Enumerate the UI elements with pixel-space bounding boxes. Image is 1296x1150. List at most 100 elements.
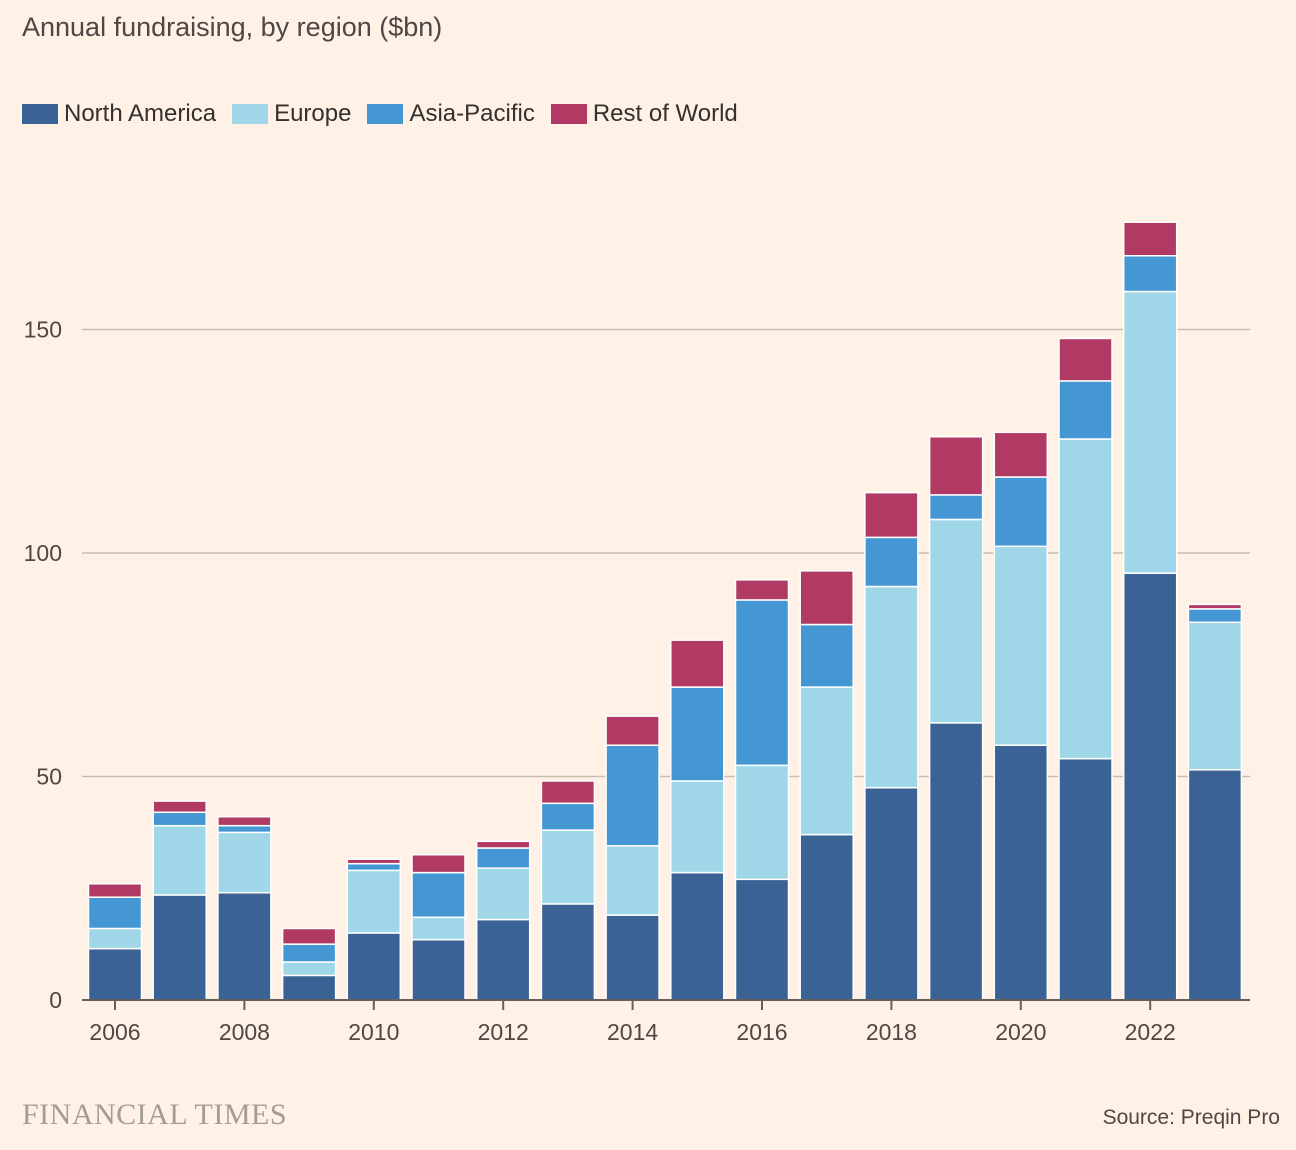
y-tick-label-0: 0 <box>49 987 62 1013</box>
bar-2012-rest-of-world <box>475 840 531 849</box>
legend-swatch-asia-pacific <box>367 104 404 124</box>
bar-2007-north-america <box>152 894 207 1001</box>
bar-2021-asia-pacific <box>1058 380 1113 440</box>
y-tick-label-150: 150 <box>24 317 62 343</box>
bar-2007-rest-of-world <box>152 800 207 814</box>
bar-2023-north-america <box>1187 769 1243 1001</box>
bar-2014-north-america <box>605 914 660 1001</box>
bar-2014-asia-pacific <box>605 744 660 847</box>
x-tick-label-2018: 2018 <box>866 1019 917 1045</box>
x-tick-label-2012: 2012 <box>478 1019 529 1045</box>
x-tick-label-2022: 2022 <box>1125 1019 1176 1045</box>
y-tick-label-100: 100 <box>24 540 62 566</box>
bar-2009-europe <box>281 961 337 977</box>
bar-2022-north-america <box>1122 572 1178 1001</box>
legend-item-europe: Europe <box>232 100 351 128</box>
bar-2023-rest-of-world <box>1187 603 1243 610</box>
bar-2007-europe <box>152 824 207 896</box>
legend-item-asia-pacific: Asia-Pacific <box>367 100 535 128</box>
bar-2010-rest-of-world <box>346 858 402 865</box>
bar-2018-rest-of-world <box>864 491 919 539</box>
chart-title: Annual fundraising, by region ($bn) <box>22 12 443 42</box>
bar-2013-north-america <box>540 903 596 1001</box>
bar-2012-asia-pacific <box>475 847 531 869</box>
bar-2015-europe <box>670 780 725 874</box>
y-tick-label-50: 50 <box>36 764 62 790</box>
bar-2013-asia-pacific <box>540 802 596 831</box>
x-tick-label-2020: 2020 <box>995 1019 1046 1045</box>
legend-swatch-rest-of-world <box>550 104 587 124</box>
bar-2021-north-america <box>1058 757 1113 1001</box>
bar-2014-europe <box>605 845 660 916</box>
bar-2017-north-america <box>799 833 854 1001</box>
bar-2012-north-america <box>475 918 531 1001</box>
bar-2016-europe <box>734 764 790 881</box>
bar-2021-europe <box>1058 438 1113 760</box>
bar-2020-europe <box>993 545 1049 746</box>
bar-2014-rest-of-world <box>605 715 660 746</box>
x-tick-label-2014: 2014 <box>607 1019 658 1045</box>
bar-2006-asia-pacific <box>87 896 143 930</box>
bar-2015-rest-of-world <box>670 639 725 688</box>
bar-2006-europe <box>87 927 143 950</box>
bar-2008-north-america <box>217 891 272 1001</box>
x-tick-label-2010: 2010 <box>348 1019 399 1045</box>
bar-2017-asia-pacific <box>799 623 854 688</box>
bar-2011-rest-of-world <box>411 853 466 874</box>
bar-2011-europe <box>411 916 466 941</box>
bar-2023-europe <box>1187 621 1243 771</box>
bar-2022-europe <box>1122 290 1178 574</box>
bar-2010-asia-pacific <box>346 862 402 872</box>
legend-label-north-america: North America <box>64 100 217 127</box>
bar-2018-asia-pacific <box>864 536 919 588</box>
legend-label-rest-of-world: Rest of World <box>592 100 738 127</box>
x-tick-label-2016: 2016 <box>736 1019 787 1045</box>
bar-2019-north-america <box>928 722 984 1001</box>
bar-2020-rest-of-world <box>993 431 1049 478</box>
bar-2016-asia-pacific <box>734 599 790 767</box>
bar-2010-europe <box>346 869 402 934</box>
bar-2011-north-america <box>411 938 466 1001</box>
bar-2016-north-america <box>734 878 790 1001</box>
bar-2007-asia-pacific <box>152 811 207 827</box>
bar-2015-asia-pacific <box>670 686 725 782</box>
legend-swatch-europe <box>232 104 269 124</box>
legend-label-europe: Europe <box>274 100 352 127</box>
x-tick-label-2006: 2006 <box>89 1019 140 1045</box>
bar-2006-rest-of-world <box>87 883 143 898</box>
bar-2021-rest-of-world <box>1058 337 1113 382</box>
x-tick-label-2008: 2008 <box>219 1019 270 1045</box>
bar-2011-asia-pacific <box>411 871 466 919</box>
bar-2020-north-america <box>993 744 1049 1001</box>
bar-2013-europe <box>540 829 596 905</box>
bar-2022-asia-pacific <box>1122 254 1178 293</box>
source-note: Source: Preqin Pro <box>1102 1106 1280 1129</box>
legend-label-asia-pacific: Asia-Pacific <box>409 100 535 127</box>
bar-2022-rest-of-world <box>1122 221 1178 257</box>
bar-2015-north-america <box>670 871 725 1001</box>
bar-2009-rest-of-world <box>281 927 337 945</box>
ft-logo: FINANCIAL TIMES <box>22 1098 288 1131</box>
bar-2016-rest-of-world <box>734 579 790 601</box>
bar-2009-asia-pacific <box>281 943 337 963</box>
bar-2018-europe <box>864 585 919 789</box>
bar-2013-rest-of-world <box>540 780 596 805</box>
bar-2008-rest-of-world <box>217 815 272 827</box>
bar-2017-rest-of-world <box>799 570 854 626</box>
bar-2023-asia-pacific <box>1187 608 1243 624</box>
bar-2020-asia-pacific <box>993 476 1049 548</box>
bar-2008-europe <box>217 831 272 894</box>
bar-2008-asia-pacific <box>217 824 272 834</box>
bar-2019-rest-of-world <box>928 436 984 496</box>
bar-2009-north-america <box>281 974 337 1001</box>
bar-2006-north-america <box>87 947 143 1001</box>
bar-2019-europe <box>928 518 984 724</box>
legend-item-rest-of-world: Rest of World <box>550 100 738 128</box>
bar-2012-europe <box>475 867 531 921</box>
bar-2019-asia-pacific <box>928 494 984 521</box>
legend: North America Europe Asia-Pacific Rest o… <box>22 100 754 128</box>
bar-2018-north-america <box>864 786 919 1001</box>
bar-2010-north-america <box>346 932 402 1001</box>
legend-item-north-america: North America <box>22 100 216 128</box>
